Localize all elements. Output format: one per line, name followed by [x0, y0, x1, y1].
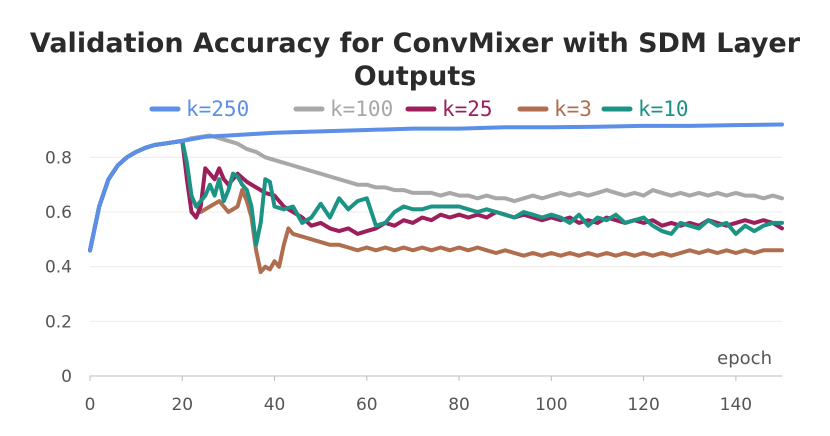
series-line-k-100 — [88, 133, 784, 253]
series-line-k-3 — [88, 138, 784, 275]
legend-label: k=10 — [638, 97, 689, 121]
y-tick-label: 0 — [61, 367, 72, 387]
x-axis-label: epoch — [717, 348, 772, 369]
x-tick-label: 40 — [264, 395, 286, 415]
legend-label: k=100 — [330, 97, 393, 121]
x-tick-label: 100 — [535, 395, 567, 415]
legend-label: k=3 — [554, 97, 592, 121]
x-tick-label: 80 — [448, 395, 470, 415]
legend-label: k=250 — [186, 97, 249, 121]
chart-title: Validation Accuracy for ConvMixer with S… — [30, 28, 801, 92]
series-line-k-25 — [88, 138, 784, 253]
x-tick-label: 0 — [85, 395, 96, 415]
y-tick-label: 0.8 — [45, 148, 72, 168]
chart-title-line: Validation Accuracy for ConvMixer with S… — [30, 28, 801, 59]
axes: 0 0.2 0.4 0.6 0.8 0 20 40 60 80 100 120 140 epoch — [45, 148, 782, 415]
y-tick-label: 0.4 — [45, 258, 72, 278]
x-tick-label: 140 — [720, 395, 752, 415]
series-line-k-250 — [88, 122, 784, 253]
x-tick-label: 60 — [356, 395, 378, 415]
gridlines — [90, 156, 782, 377]
chart-title-line: Outputs — [354, 61, 477, 92]
legend-label: k=25 — [442, 97, 493, 121]
series-line-k-10 — [88, 138, 784, 253]
y-tick-label: 0.2 — [45, 312, 72, 332]
x-tick-label: 120 — [627, 395, 659, 415]
x-tick-label: 20 — [171, 395, 193, 415]
y-tick-label: 0.6 — [45, 203, 72, 223]
series-lines — [88, 122, 784, 275]
chart-legend: k=250 k=100 k=25 k=3 k=10 — [149, 97, 689, 121]
